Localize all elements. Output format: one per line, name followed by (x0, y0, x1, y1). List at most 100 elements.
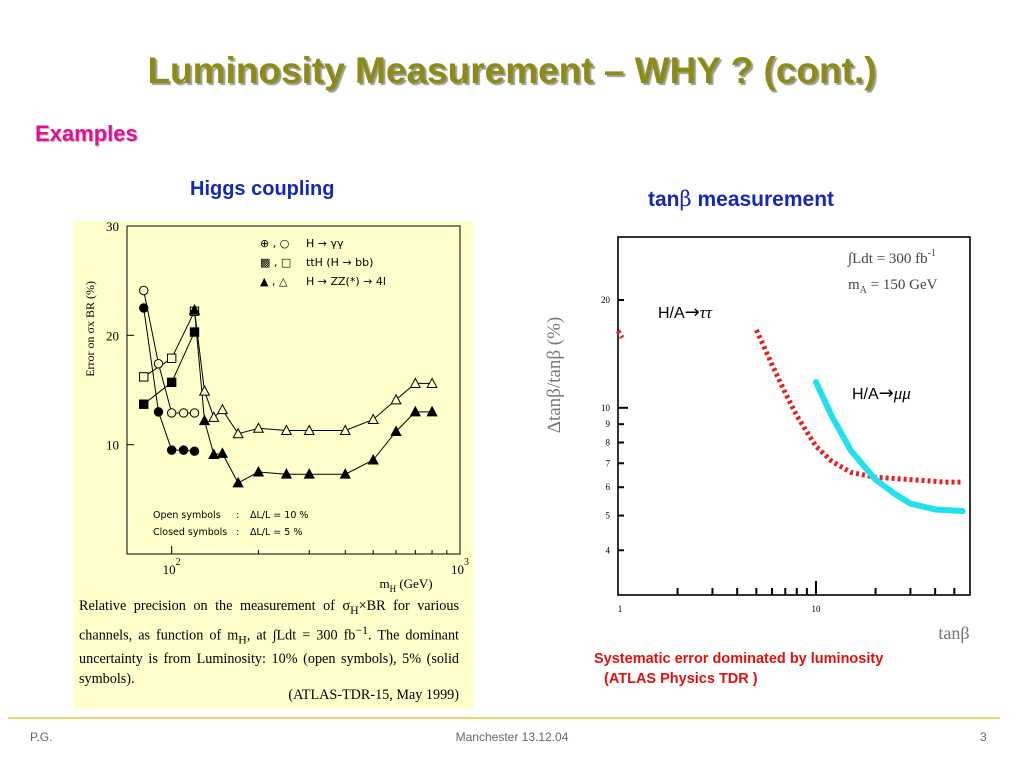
annotation-label: Open symbols (153, 510, 221, 521)
y-tick-label: 8 (606, 438, 611, 448)
series-label-process: H/A (658, 305, 685, 322)
tanbeta-heading-prefix: tan (648, 188, 680, 211)
data-point-circle (189, 408, 200, 418)
caption-sup-minus-one: −1 (355, 622, 368, 637)
data-point-circle (189, 446, 200, 456)
y-tick-label: 10 (601, 403, 611, 413)
y-tick-label: 5 (606, 511, 611, 521)
series-label-final: μμ (893, 384, 911, 403)
data-point-circle (166, 408, 177, 418)
section-subtitle: Examples (35, 121, 138, 146)
x-label-m: m (379, 576, 389, 591)
series-label-process: H/A (852, 386, 879, 403)
data-point-square (166, 353, 177, 363)
data-point-triangle (252, 422, 265, 433)
data-point-triangle (216, 447, 229, 458)
data-point-triangle (390, 425, 402, 437)
tanbeta-heading: tanβ measurement (648, 187, 834, 212)
footer-venue: Manchester 13.12.04 (455, 730, 569, 744)
plot-frame (617, 236, 971, 596)
legend-symbols: ▲ , △ (260, 275, 288, 288)
data-point-circle (166, 445, 177, 455)
higgs-coupling-panel (74, 221, 474, 709)
annotation-colon: : (236, 510, 239, 521)
y-tick-label: 20 (601, 295, 611, 305)
annotation-value: ΔL/L = 5 % (250, 527, 302, 538)
data-point-square (139, 372, 149, 382)
y-tick-label: 30 (106, 221, 119, 234)
series-line (143, 331, 195, 405)
data-point-triangle (216, 403, 229, 415)
luminosity-text: ∫Ldt = 300 fb-1 (847, 248, 936, 267)
data-point-triangle (280, 424, 293, 435)
legend-symbols: ⊕ , ○ (260, 237, 289, 250)
annotation-value: ΔL/L = 10 % (250, 510, 308, 521)
caption-part-2: ×BR for various channels, as function of… (79, 598, 459, 644)
data-point-triangle (232, 427, 244, 439)
series-label-final: ττ (700, 303, 713, 322)
y-tick-label: 4 (606, 545, 611, 555)
x-tick-exponent: 3 (464, 557, 469, 568)
tanbeta-heading-beta: β (679, 187, 692, 211)
data-point-triangle (367, 413, 379, 425)
y-tick-label: 6 (606, 482, 611, 492)
data-point-triangle (280, 468, 293, 479)
x-axis-label: tanβ (938, 623, 969, 643)
slide-number: 3 (980, 730, 987, 744)
data-point-triangle (426, 377, 438, 388)
figure-caption: Relative precision on the measurement of… (79, 596, 459, 689)
series-label-arrow: → (685, 302, 700, 323)
series-label: H/A→μμ (852, 383, 911, 404)
data-point-triangle (188, 304, 201, 315)
caption-sub-h1: H (350, 602, 359, 617)
x-tick-label: 10 (811, 604, 821, 614)
data-point-circle (153, 359, 164, 369)
data-point-triangle (426, 405, 438, 417)
legend-entry: ttH (H → bb) (306, 256, 373, 269)
x-axis-label: mH (GeV) (379, 576, 432, 594)
luminosity-exponent: -1 (928, 248, 936, 259)
series-label-arrow: → (879, 383, 894, 404)
data-point-triangle (339, 468, 351, 479)
series-label: H/A→ττ (658, 302, 713, 323)
mass-m: m (848, 277, 860, 293)
series-curve (754, 328, 963, 485)
mass-text: mA = 150 GeV (848, 277, 938, 296)
data-point-triangle (409, 377, 421, 388)
data-point-triangle (303, 468, 315, 479)
annotation-label: Closed symbols (153, 527, 227, 538)
caption-part-3: , at ∫Ldt = 300 fb (246, 627, 356, 644)
caption-part-1: Relative precision on the measurement of… (79, 598, 351, 614)
footer-divider (8, 717, 1000, 719)
series-line (143, 290, 195, 414)
data-point-triangle (232, 476, 244, 488)
x-tick-label: 1 (618, 604, 623, 614)
x-tick-label: 102 (163, 557, 181, 577)
reference-citation: (ATLAS-TDR-15, May 1999) (288, 687, 459, 703)
data-point-square (166, 377, 177, 388)
data-point-triangle (409, 405, 421, 417)
footer-author: P.G. (30, 730, 53, 744)
x-tick-base: 10 (163, 562, 176, 577)
systematic-note: Systematic error dominated by luminosity (594, 651, 884, 667)
tanbeta-heading-suffix: measurement (691, 188, 835, 211)
data-point-triangle (208, 411, 220, 422)
legend-entry: H → γγ (306, 237, 344, 250)
caption-sub-h2: H (238, 632, 247, 647)
higgs-coupling-heading: Higgs coupling (190, 178, 335, 200)
y-tick-label: 10 (106, 438, 119, 453)
data-point-square (189, 327, 200, 337)
data-point-triangle (198, 414, 211, 426)
legend-symbols: ▩ , □ (260, 256, 291, 269)
annotation-colon: : (236, 527, 239, 538)
plot-frame (126, 225, 461, 555)
mass-value: = 150 GeV (867, 277, 938, 293)
y-tick-label: 9 (606, 419, 611, 429)
y-tick-label: 7 (606, 458, 611, 468)
data-point-triangle (339, 424, 351, 435)
systematic-source: (ATLAS Physics TDR ) (604, 671, 758, 687)
y-tick-label: 20 (106, 328, 119, 343)
x-tick-base: 10 (451, 562, 464, 577)
data-point-circle (139, 303, 149, 313)
data-point-triangle (208, 448, 220, 460)
